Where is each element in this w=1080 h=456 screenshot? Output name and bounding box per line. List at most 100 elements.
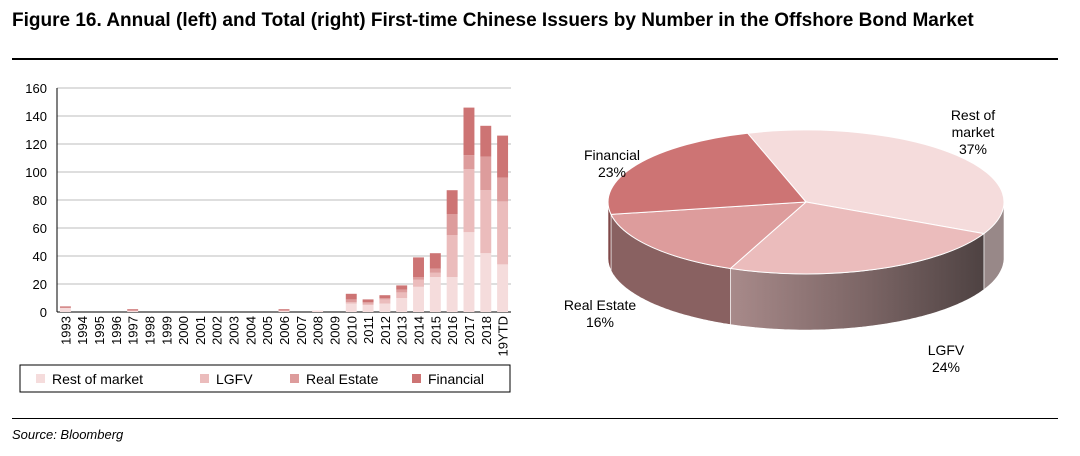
x-tick-label: 2009 bbox=[327, 316, 342, 345]
bar-segment-lgfv bbox=[429, 272, 441, 277]
bar-segment-financial bbox=[413, 257, 424, 277]
bar-segment-lgfv bbox=[497, 201, 509, 265]
x-tick-label: 2010 bbox=[344, 316, 359, 345]
y-tick-label: 0 bbox=[40, 305, 47, 320]
bar-segment-financial bbox=[480, 125, 492, 157]
bar-segment-lgfv bbox=[362, 303, 374, 305]
y-tick-label: 120 bbox=[25, 137, 47, 152]
legend-swatch bbox=[290, 374, 299, 383]
x-tick-label: 2014 bbox=[412, 316, 427, 345]
bar-segment-real-estate bbox=[379, 298, 391, 300]
bar-segment-real-estate bbox=[463, 155, 475, 170]
bar-segment-real-estate bbox=[413, 277, 424, 280]
bar-frame bbox=[12, 76, 510, 404]
legend-swatch bbox=[412, 374, 421, 383]
bar-segment-financial bbox=[345, 293, 357, 300]
y-tick-label: 40 bbox=[33, 249, 47, 264]
bar-segment-rest-of-market bbox=[446, 277, 458, 312]
pie-slice-rest-of-market bbox=[746, 129, 1005, 235]
bar-segment-rest-of-market bbox=[362, 305, 374, 312]
y-tick-label: 160 bbox=[25, 81, 47, 96]
pie-slice-financial bbox=[607, 132, 808, 215]
x-tick-label: 2000 bbox=[176, 316, 191, 345]
x-tick-label: 2007 bbox=[294, 316, 309, 345]
bar-segment-lgfv bbox=[396, 292, 408, 298]
x-tick-label: 1998 bbox=[142, 316, 157, 345]
legend-label: Real Estate bbox=[306, 371, 379, 387]
x-tick-label: 2004 bbox=[243, 316, 258, 345]
bar-segment-rest-of-market bbox=[497, 264, 509, 312]
bar-segment-financial bbox=[379, 295, 391, 298]
bar-segment-lgfv bbox=[463, 169, 475, 233]
bar-segment-financial bbox=[127, 309, 139, 311]
x-tick-label: 1996 bbox=[109, 316, 124, 345]
pie-label-real-estate: Real Estate 16% bbox=[564, 297, 637, 330]
x-tick-label: 1997 bbox=[126, 316, 141, 345]
bar-segment-rest-of-market bbox=[278, 310, 290, 312]
bar-segment-rest-of-market bbox=[396, 298, 408, 312]
bar-segment-real-estate bbox=[429, 268, 441, 273]
bar-segment-lgfv bbox=[379, 299, 391, 304]
bar-segment-lgfv bbox=[413, 279, 424, 287]
x-tick-label: 2003 bbox=[227, 316, 242, 345]
x-tick-label: 2012 bbox=[378, 316, 393, 345]
bar-segment-financial bbox=[429, 253, 441, 269]
y-tick-label: 140 bbox=[25, 109, 47, 124]
bar-segment-rest-of-market bbox=[379, 303, 391, 312]
y-tick-label: 60 bbox=[33, 221, 47, 236]
bar-segment-financial bbox=[362, 299, 374, 303]
x-tick-label: 2015 bbox=[428, 316, 443, 345]
x-tick-label: 2008 bbox=[311, 316, 326, 345]
bar-segment-rest-of-market bbox=[312, 310, 324, 312]
bar-segment-financial bbox=[59, 306, 71, 308]
title-rule bbox=[12, 58, 1058, 60]
x-tick-label: 2017 bbox=[462, 316, 477, 345]
bar-segment-lgfv bbox=[480, 190, 492, 254]
bar-segment-financial bbox=[463, 107, 475, 156]
x-tick-label: 1994 bbox=[75, 316, 90, 345]
y-tick-label: 80 bbox=[33, 193, 47, 208]
x-tick-label: 2006 bbox=[277, 316, 292, 345]
x-tick-label: 2002 bbox=[210, 316, 225, 345]
bar-segment-financial bbox=[497, 135, 509, 178]
bar-segment-rest-of-market bbox=[345, 303, 357, 312]
bar-segment-rest-of-market bbox=[59, 307, 71, 312]
pie-slice-lgfv bbox=[729, 201, 986, 275]
legend-label: LGFV bbox=[216, 371, 253, 387]
legend-swatch bbox=[200, 374, 209, 383]
x-tick-label: 2005 bbox=[260, 316, 275, 345]
y-tick-label: 20 bbox=[33, 277, 47, 292]
pie-label-lgfv: LGFV 24% bbox=[928, 342, 965, 375]
bar-segment-rest-of-market bbox=[480, 253, 492, 312]
bar-segment-rest-of-market bbox=[463, 232, 475, 312]
y-tick-label: 100 bbox=[25, 165, 47, 180]
bar-segment-lgfv bbox=[446, 235, 458, 277]
x-tick-label: 1993 bbox=[58, 316, 73, 345]
bar-segment-financial bbox=[396, 285, 408, 290]
bar-segment-financial bbox=[278, 309, 290, 311]
bar-segment-real-estate bbox=[497, 177, 509, 202]
legend-label: Rest of market bbox=[52, 371, 143, 387]
x-tick-label: 2018 bbox=[479, 316, 494, 345]
x-tick-label: 1999 bbox=[159, 316, 174, 345]
source-note: Source: Bloomberg bbox=[12, 427, 124, 442]
bar-segment-real-estate bbox=[480, 156, 492, 191]
pie-chart: Rest of market 37% LGFV 24% Real Estate 16% Fin… bbox=[564, 107, 1005, 375]
bar-segment-rest-of-market bbox=[413, 286, 424, 312]
x-tick-label: 19YTD bbox=[496, 316, 511, 356]
bar-segment-real-estate bbox=[396, 289, 408, 293]
x-tick-label: 2016 bbox=[445, 316, 460, 345]
bar-segment-lgfv bbox=[345, 302, 357, 304]
footer-rule bbox=[12, 418, 1058, 419]
bar-segment-rest-of-market bbox=[429, 277, 441, 312]
bar-legend-box: Rest of market LGFV Real Estate Financial bbox=[19, 364, 511, 393]
pie-slice-real-estate bbox=[610, 201, 808, 270]
x-tick-label: 2013 bbox=[395, 316, 410, 345]
pie-label-rest-of-market: Rest of market 37% bbox=[951, 107, 995, 157]
figure-title: Figure 16. Annual (left) and Total (righ… bbox=[12, 10, 974, 31]
